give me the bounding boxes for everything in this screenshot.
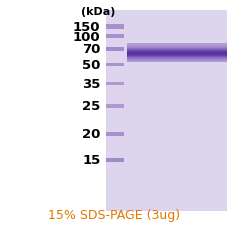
Bar <box>126 55 226 56</box>
Text: (kDa): (kDa) <box>81 7 115 17</box>
Bar <box>106 158 124 162</box>
Bar <box>106 82 124 86</box>
Bar <box>106 104 124 108</box>
Text: 150: 150 <box>72 21 100 34</box>
Text: 100: 100 <box>72 30 100 43</box>
Bar <box>126 48 226 49</box>
Bar <box>126 59 226 60</box>
Bar <box>106 25 124 30</box>
Text: 35: 35 <box>81 78 100 91</box>
Bar <box>106 64 124 67</box>
Bar <box>106 11 226 211</box>
Bar <box>126 50 226 51</box>
Bar <box>106 47 124 51</box>
Bar <box>126 53 226 54</box>
Text: 20: 20 <box>81 128 100 141</box>
Bar <box>126 60 226 61</box>
Bar <box>126 46 226 47</box>
Bar <box>126 62 226 63</box>
Bar <box>126 61 226 62</box>
Text: 15% SDS-PAGE (3ug): 15% SDS-PAGE (3ug) <box>48 208 179 221</box>
Text: 25: 25 <box>82 100 100 113</box>
Bar <box>126 47 226 48</box>
Bar <box>126 56 226 57</box>
Bar <box>126 54 226 55</box>
Bar <box>126 45 226 46</box>
Bar <box>106 132 124 136</box>
Bar <box>126 58 226 59</box>
Bar <box>126 49 226 50</box>
Text: 50: 50 <box>81 59 100 72</box>
Bar <box>126 52 226 53</box>
Bar <box>106 35 124 39</box>
Bar <box>126 57 226 58</box>
Text: 15: 15 <box>82 154 100 167</box>
Bar <box>126 44 226 45</box>
Text: 70: 70 <box>81 43 100 56</box>
Bar <box>126 51 226 52</box>
